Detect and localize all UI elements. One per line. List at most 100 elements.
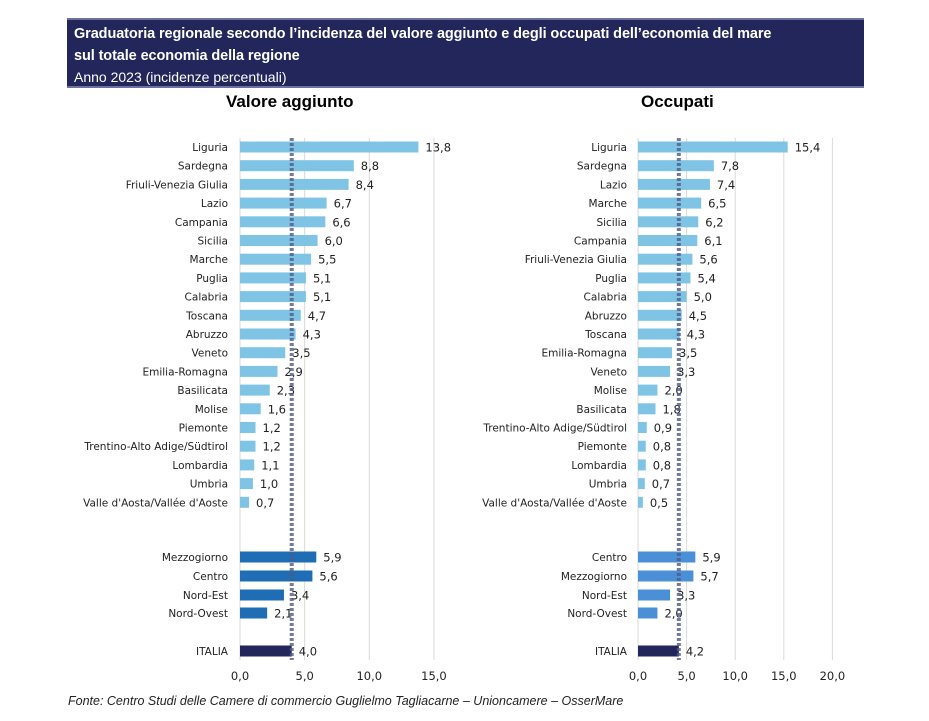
x-tick-label: 15,0 [771, 669, 797, 683]
data-label: 0,7 [256, 496, 274, 510]
data-label: 3,3 [677, 589, 695, 603]
category-label: Friuli-Venezia Giulia [126, 179, 228, 191]
data-label: 4,0 [299, 645, 317, 659]
bar [240, 197, 327, 209]
data-label: 5,6 [319, 570, 337, 584]
x-tick-label: 0,0 [629, 669, 647, 683]
x-tick-label: 5,0 [296, 669, 314, 683]
category-label: Piemonte [578, 441, 627, 453]
bar [638, 141, 788, 153]
category-label: Sardegna [178, 161, 228, 173]
bar [638, 440, 646, 452]
bar [638, 365, 671, 377]
bar [638, 384, 658, 396]
x-tick-label: 10,0 [722, 669, 748, 683]
chart-valore-aggiunto: 0,0 5,0 10,0 15,0 Liguria 13,8 Sardegna 8,8 Friu… [83, 138, 451, 683]
category-label: Piemonte [179, 423, 228, 435]
category-label: Sicilia [596, 217, 627, 229]
category-label: Trentino-Alto Adige/Südtirol [83, 441, 228, 453]
data-label: 0,8 [653, 458, 671, 472]
chart-title-occupati: Occupati [641, 92, 714, 111]
category-label: Centro [592, 552, 627, 564]
category-label: Emilia-Romagna [541, 348, 627, 360]
bar [638, 160, 714, 172]
data-label: 5,5 [318, 253, 336, 267]
category-label: Sardegna [577, 161, 627, 173]
chart-header: Graduatoria regionale secondo l’incidenz… [67, 18, 864, 88]
bar [638, 570, 694, 582]
data-label: 3,4 [291, 589, 309, 603]
category-label: Mezzogiorno [162, 552, 228, 564]
category-label: Puglia [196, 273, 228, 285]
data-label: 0,5 [650, 496, 668, 510]
category-label: Mezzogiorno [561, 571, 627, 583]
category-label: Sicilia [197, 236, 228, 248]
data-label: 6,0 [325, 234, 343, 248]
bar [240, 478, 253, 490]
category-label: Valle d'Aosta/Vallée d'Aoste [482, 497, 627, 509]
data-label: 8,8 [361, 159, 379, 173]
category-label: Trentino-Alto Adige/Südtirol [482, 423, 627, 435]
category-label: Nord-Ovest [567, 608, 627, 620]
bar [240, 403, 261, 415]
data-label: 8,4 [356, 178, 374, 192]
category-label: Molise [594, 385, 627, 397]
data-label: 6,2 [705, 215, 723, 229]
category-label: Emilia-Romagna [142, 366, 228, 378]
data-label: 1,2 [263, 421, 281, 435]
data-label: 5,1 [313, 290, 331, 304]
data-label: 5,0 [694, 290, 712, 304]
data-label: 5,9 [323, 551, 341, 565]
category-label: Molise [195, 404, 228, 416]
bar [638, 347, 673, 359]
category-label: Campania [175, 217, 228, 229]
bar [638, 422, 647, 433]
data-label: 5,9 [702, 551, 720, 565]
category-label: Lazio [600, 179, 627, 191]
bar [638, 291, 687, 303]
chart-title-valore-aggiunto: Valore aggiunto [226, 92, 354, 111]
category-label: Veneto [192, 348, 228, 360]
bar [240, 141, 419, 153]
category-label: Marche [589, 198, 627, 210]
data-label: 0,9 [654, 421, 672, 435]
bar [240, 645, 292, 657]
data-label: 4,3 [687, 328, 705, 342]
bar [240, 291, 306, 303]
category-label: Nord-Est [183, 590, 228, 602]
x-tick-label: 15,0 [421, 669, 447, 683]
bar [638, 459, 646, 471]
bar [240, 178, 349, 190]
chart-occupati: 0,0 5,0 10,0 15,0 20,0 Liguria 15,4 Sardegna 7,8… [482, 138, 845, 683]
bar [240, 589, 284, 601]
data-label: 7,4 [717, 178, 735, 192]
data-label: 2,9 [284, 365, 302, 379]
x-tick-label: 20,0 [820, 669, 846, 683]
data-label: 3,5 [679, 346, 697, 360]
data-label: 3,3 [677, 365, 695, 379]
data-label: 3,5 [292, 346, 310, 360]
x-tick-label: 0,0 [231, 669, 249, 683]
data-label: 0,7 [652, 477, 670, 491]
category-label: Lombardia [172, 460, 228, 472]
bar [638, 197, 702, 209]
bar [638, 403, 656, 415]
bar [240, 328, 296, 340]
data-label: 5,1 [313, 271, 331, 285]
bar [240, 253, 312, 265]
data-label: 5,4 [697, 271, 715, 285]
category-label: Puglia [595, 273, 627, 285]
category-label: Lombardia [571, 460, 627, 472]
data-label: 15,4 [795, 141, 821, 155]
data-label: 2,1 [274, 607, 292, 621]
category-label: Valle d'Aosta/Vallée d'Aoste [83, 497, 228, 509]
data-label: 4,7 [308, 309, 326, 323]
x-tick-label: 5,0 [677, 669, 695, 683]
bar [638, 253, 693, 265]
bar [638, 272, 691, 284]
category-label: Veneto [591, 366, 627, 378]
category-label: Liguria [591, 142, 627, 154]
data-label: 1,1 [261, 458, 279, 472]
data-label: 1,6 [268, 402, 286, 416]
category-label: Basilicata [576, 404, 627, 416]
